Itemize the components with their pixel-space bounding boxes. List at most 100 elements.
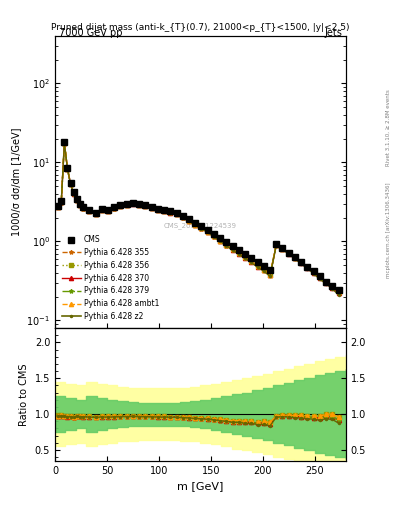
Pythia 6.428 370 [118,203,123,209]
Pythia 6.428 ambt1 [268,271,272,278]
Pythia 6.428 ambt1 [162,208,167,214]
Pythia 6.428 370 [149,205,154,211]
Pythia 6.428 379 [99,207,104,213]
Pythia 6.428 355 [187,218,191,224]
Pythia 6.428 379 [59,199,64,205]
Line: Pythia 6.428 355: Pythia 6.428 355 [56,141,341,295]
Pythia 6.428 356 [162,208,167,214]
Pythia 6.428 379 [230,247,235,253]
Pythia 6.428 ambt1 [106,208,110,214]
Pythia 6.428 370 [224,242,229,248]
Pythia 6.428 355 [93,211,98,218]
Pythia 6.428 ambt1 [193,222,198,228]
CMS [318,273,322,280]
Pythia 6.428 z2 [292,256,297,262]
Pythia 6.428 ambt1 [330,283,335,289]
Pythia 6.428 379 [87,208,92,214]
Pythia 6.428 356 [211,233,216,239]
Pythia 6.428 370 [106,208,110,214]
Pythia 6.428 356 [187,218,191,224]
Pythia 6.428 356 [305,264,310,270]
Pythia 6.428 z2 [65,166,70,172]
Pythia 6.428 355 [174,211,179,218]
Pythia 6.428 ambt1 [187,218,191,224]
Pythia 6.428 355 [311,270,316,276]
Pythia 6.428 ambt1 [137,202,141,208]
Pythia 6.428 379 [118,203,123,209]
Pythia 6.428 379 [156,207,160,213]
Pythia 6.428 z2 [130,201,135,207]
CMS [143,202,148,208]
Pythia 6.428 370 [255,264,260,270]
CMS [72,189,76,195]
Pythia 6.428 ambt1 [224,242,229,248]
CMS [193,220,198,226]
Pythia 6.428 370 [124,202,129,208]
Pythia 6.428 355 [162,208,167,215]
Pythia 6.428 355 [72,191,76,197]
Pythia 6.428 356 [156,206,160,212]
Pythia 6.428 z2 [286,251,291,257]
Pythia 6.428 370 [324,280,329,286]
Pythia 6.428 379 [311,270,316,276]
Pythia 6.428 z2 [318,276,322,283]
Pythia 6.428 ambt1 [72,190,76,197]
Pythia 6.428 356 [174,211,179,217]
Pythia 6.428 ambt1 [218,238,222,244]
CMS [149,204,154,210]
Pythia 6.428 z2 [112,205,117,211]
Pythia 6.428 355 [199,226,204,232]
CMS [118,202,123,208]
Pythia 6.428 z2 [56,204,61,210]
Pythia 6.428 356 [112,205,117,211]
CMS [77,201,82,207]
Pythia 6.428 355 [336,290,341,296]
Pythia 6.428 355 [87,208,92,215]
CMS [162,207,167,213]
Pythia 6.428 ambt1 [249,258,254,264]
Pythia 6.428 379 [143,203,148,209]
Pythia 6.428 ambt1 [261,266,266,272]
Pythia 6.428 ambt1 [211,233,216,239]
Pythia 6.428 356 [336,289,341,295]
Pythia 6.428 355 [211,233,216,240]
Pythia 6.428 370 [112,205,117,211]
Pythia 6.428 ambt1 [336,289,341,295]
CMS [56,203,61,209]
Pythia 6.428 379 [68,181,73,187]
Pythia 6.428 ambt1 [77,202,82,208]
Pythia 6.428 356 [59,199,64,205]
Pythia 6.428 356 [68,181,73,187]
CMS [199,223,204,229]
Pythia 6.428 ambt1 [168,209,173,216]
X-axis label: m [GeV]: m [GeV] [177,481,224,491]
Pythia 6.428 356 [230,246,235,252]
Pythia 6.428 z2 [249,260,254,266]
Pythia 6.428 356 [274,242,279,248]
CMS [230,243,235,249]
Pythia 6.428 356 [286,250,291,256]
CMS [174,210,179,216]
Pythia 6.428 356 [99,206,104,212]
Pythia 6.428 z2 [72,190,76,197]
Pythia 6.428 355 [305,265,310,271]
Text: 7000 GeV pp: 7000 GeV pp [59,28,123,38]
CMS [305,264,310,270]
Pythia 6.428 379 [268,272,272,279]
Pythia 6.428 z2 [87,208,92,215]
CMS [205,227,210,233]
Pythia 6.428 z2 [330,286,335,292]
Line: Pythia 6.428 z2: Pythia 6.428 z2 [56,141,341,297]
Line: Pythia 6.428 ambt1: Pythia 6.428 ambt1 [56,141,341,294]
CMS [324,279,329,285]
CMS [59,198,64,204]
Pythia 6.428 370 [62,140,67,146]
Pythia 6.428 355 [299,260,303,266]
Pythia 6.428 356 [299,260,303,266]
Pythia 6.428 ambt1 [305,264,310,270]
Pythia 6.428 355 [106,208,110,215]
Pythia 6.428 355 [205,229,210,236]
Pythia 6.428 z2 [237,251,241,257]
Line: Pythia 6.428 356: Pythia 6.428 356 [56,141,341,294]
Pythia 6.428 ambt1 [243,254,248,260]
